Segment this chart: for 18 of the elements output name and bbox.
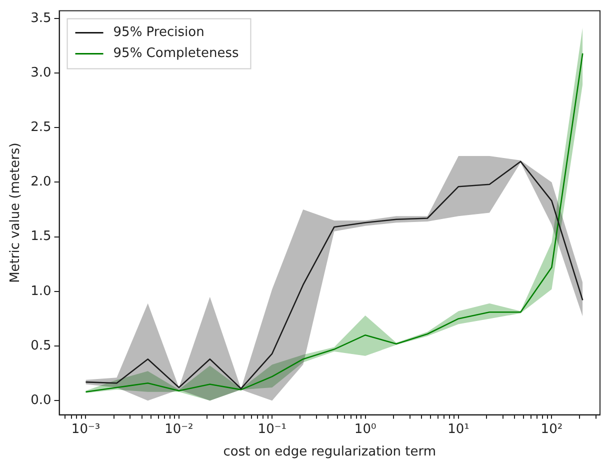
y-tick-label: 3.5	[30, 10, 52, 26]
y-tick-label: 3.0	[30, 65, 52, 80]
y-tick-label: 2.5	[30, 120, 52, 136]
x-tick-label: 10⁻¹	[258, 422, 286, 437]
x-tick-label: 10⁻²	[164, 422, 194, 437]
x-tick-label: 10⁻³	[71, 422, 100, 437]
x-tick-label: 10¹	[448, 422, 470, 437]
y-tick-label: 1.0	[30, 284, 52, 299]
legend-label: 95% Completeness	[113, 46, 239, 62]
y-tick-label: 0.5	[30, 338, 52, 354]
y-tick-label: 2.0	[30, 174, 52, 190]
x-tick-label: 10⁰	[354, 422, 376, 437]
y-axis-title: Metric value (meters)	[8, 142, 24, 283]
legend-label: 95% Precision	[113, 25, 204, 40]
x-tick-label: 10²	[540, 422, 563, 437]
y-tick-label: 0.0	[30, 392, 52, 408]
y-tick-label: 1.5	[30, 229, 52, 244]
x-axis-title: cost on edge regularization term	[223, 444, 436, 460]
